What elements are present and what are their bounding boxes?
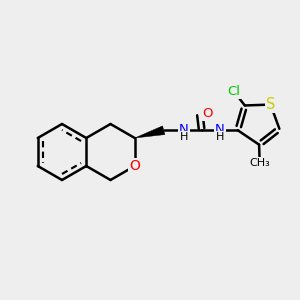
Text: O: O xyxy=(129,159,140,173)
Text: N: N xyxy=(179,123,189,136)
Text: N: N xyxy=(215,123,225,136)
Text: Cl: Cl xyxy=(227,85,240,98)
Polygon shape xyxy=(135,126,165,138)
Text: H: H xyxy=(179,132,188,142)
Text: H: H xyxy=(215,132,224,142)
Text: O: O xyxy=(202,107,213,120)
Text: CH₃: CH₃ xyxy=(249,158,270,168)
Text: S: S xyxy=(266,97,275,112)
